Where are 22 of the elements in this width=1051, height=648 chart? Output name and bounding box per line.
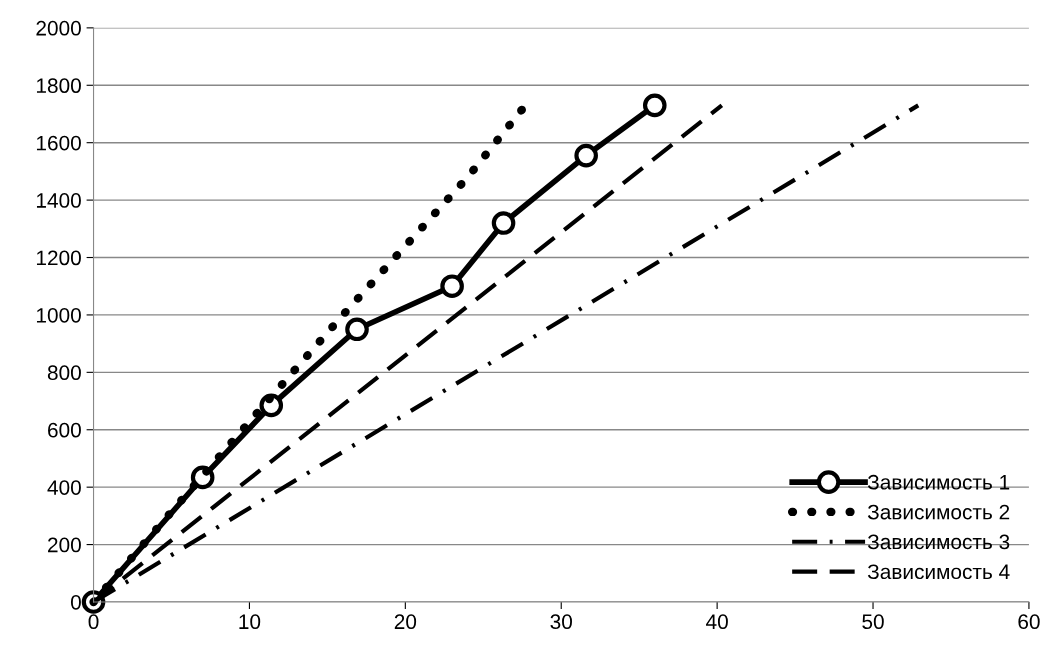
y-tick-label: 600 [48, 422, 81, 438]
x-tick-label: 10 [239, 614, 261, 630]
y-tick-label: 1400 [36, 193, 81, 208]
legend-label: Зависимость 1 [867, 474, 1010, 490]
y-tick-label: 0 [70, 594, 81, 610]
y-tick-label: 800 [47, 365, 81, 381]
legend-label: Зависимость 2 [867, 504, 1010, 520]
x-tick-label: 60 [1018, 614, 1040, 630]
y-tick-label: 1800 [36, 78, 81, 94]
x-tick-label: 0 [88, 614, 99, 630]
y-tick-label: 1200 [36, 250, 81, 266]
y-tick-label: 200 [48, 537, 81, 553]
y-tick-label: 400 [47, 480, 81, 495]
x-tick-label: 40 [706, 614, 728, 630]
x-tick-label: 20 [394, 614, 417, 630]
y-tick-label: 1600 [36, 135, 81, 151]
y-tick-label: 2000 [36, 20, 81, 36]
legend-label: Зависимость 3 [867, 534, 1010, 550]
legend-label: Зависимость 4 [867, 564, 1010, 580]
y-tick-label: 1000 [36, 307, 81, 323]
x-tick-label: 50 [862, 614, 884, 630]
x-tick-label: 30 [550, 614, 573, 630]
